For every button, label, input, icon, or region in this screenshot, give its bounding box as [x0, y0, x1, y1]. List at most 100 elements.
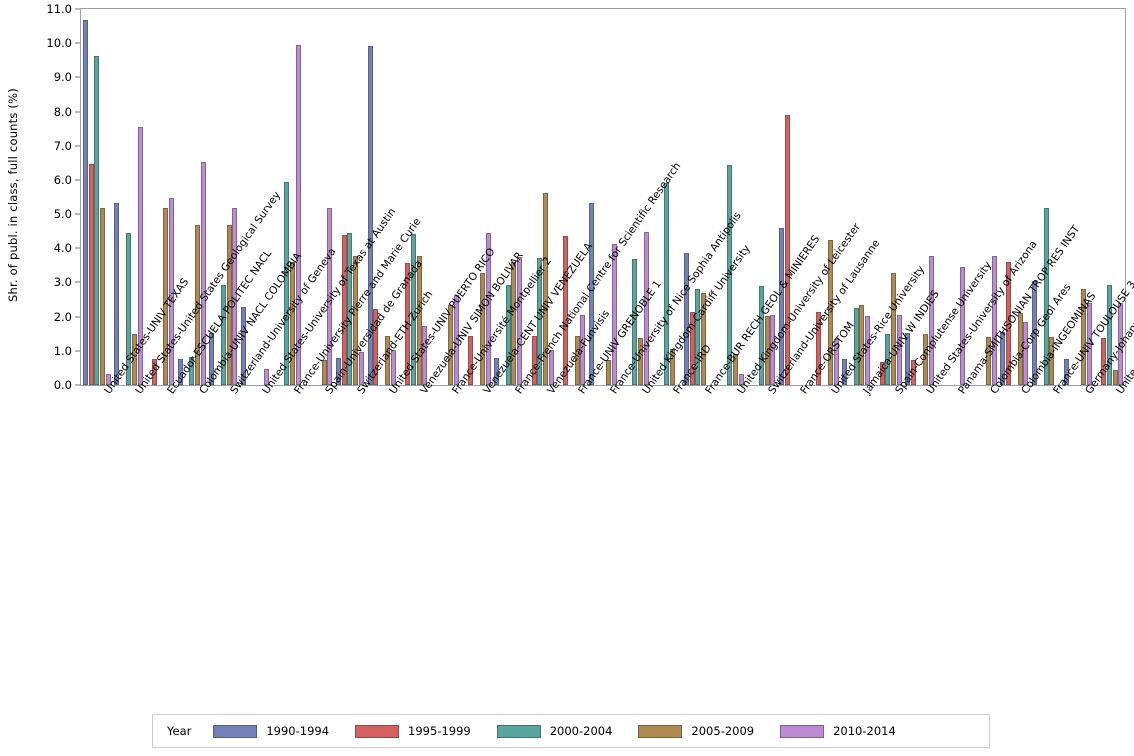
bar[interactable] [131, 334, 137, 385]
bar[interactable] [833, 339, 839, 385]
bar[interactable] [284, 182, 290, 385]
bar[interactable] [563, 235, 569, 385]
bar[interactable] [531, 336, 537, 385]
bar[interactable] [82, 19, 88, 385]
bar[interactable] [367, 45, 373, 385]
bar[interactable] [189, 357, 195, 385]
bar[interactable] [879, 361, 885, 385]
bar[interactable] [960, 266, 966, 385]
bar[interactable] [928, 255, 934, 385]
bar[interactable] [422, 326, 428, 385]
bar[interactable] [220, 284, 226, 385]
bar[interactable] [494, 358, 500, 385]
bar[interactable] [200, 162, 206, 385]
bar[interactable] [100, 208, 106, 385]
bar[interactable] [1006, 262, 1012, 385]
bar[interactable] [1063, 359, 1069, 385]
bar[interactable] [209, 333, 215, 385]
bar[interactable] [295, 44, 301, 385]
bar[interactable] [289, 261, 295, 385]
bar[interactable] [410, 233, 416, 385]
bar[interactable] [485, 232, 491, 385]
bar[interactable] [859, 304, 865, 385]
bar[interactable] [448, 305, 454, 385]
bar[interactable] [632, 258, 638, 385]
bar[interactable] [195, 224, 201, 385]
bar[interactable] [1118, 302, 1124, 385]
bar[interactable] [1017, 312, 1023, 385]
bar[interactable] [986, 337, 992, 385]
bar[interactable] [384, 336, 390, 385]
bar[interactable] [1112, 369, 1118, 385]
bar[interactable] [853, 308, 859, 385]
bar[interactable] [911, 360, 917, 385]
bar[interactable] [1031, 280, 1037, 385]
bar[interactable] [589, 202, 594, 385]
bar[interactable] [321, 360, 327, 385]
bar[interactable] [105, 373, 111, 385]
bar[interactable] [453, 295, 459, 385]
bar[interactable] [842, 359, 848, 385]
bar[interactable] [606, 360, 612, 385]
bar[interactable] [701, 293, 707, 385]
bar[interactable] [1101, 337, 1107, 385]
bar[interactable] [764, 315, 770, 385]
bar[interactable] [643, 232, 649, 385]
bar[interactable] [373, 309, 379, 385]
bar[interactable] [88, 164, 94, 385]
bar[interactable] [637, 337, 643, 385]
bar[interactable] [226, 224, 232, 385]
bar[interactable] [94, 56, 100, 385]
bar[interactable] [1043, 207, 1049, 385]
legend-item[interactable]: 2010-2014 [780, 724, 896, 738]
bar[interactable] [511, 261, 517, 385]
bar[interactable] [151, 359, 157, 385]
bar[interactable] [335, 358, 341, 385]
bar[interactable] [1106, 284, 1112, 385]
bar[interactable] [163, 207, 169, 385]
bar[interactable] [758, 285, 764, 385]
bar[interactable] [416, 255, 422, 385]
bar[interactable] [732, 354, 738, 385]
bar[interactable] [137, 126, 143, 385]
bar[interactable] [865, 315, 871, 385]
bar[interactable] [689, 311, 695, 385]
legend-item[interactable]: 2005-2009 [638, 724, 754, 738]
bar[interactable] [784, 114, 790, 385]
bar[interactable] [669, 349, 675, 385]
bar[interactable] [885, 334, 891, 385]
bar[interactable] [683, 253, 689, 385]
bar[interactable] [896, 315, 902, 385]
bar[interactable] [1080, 289, 1086, 385]
bar[interactable] [738, 374, 744, 385]
bar[interactable] [991, 255, 997, 385]
bar[interactable] [114, 202, 120, 385]
legend-item[interactable]: 1990-1994 [213, 724, 329, 738]
bar[interactable] [404, 262, 410, 385]
bar[interactable] [169, 197, 175, 385]
legend-item[interactable]: 2000-2004 [496, 724, 612, 738]
bar[interactable] [727, 164, 733, 385]
bar[interactable] [390, 350, 396, 385]
bar[interactable] [177, 359, 183, 385]
bar[interactable] [891, 272, 897, 385]
bar[interactable] [359, 351, 364, 385]
bar[interactable] [922, 334, 928, 385]
bar[interactable] [1023, 322, 1029, 385]
bar[interactable] [574, 336, 580, 385]
bar[interactable] [232, 208, 238, 385]
bar[interactable] [548, 349, 554, 385]
bar[interactable] [827, 240, 833, 385]
bar[interactable] [905, 333, 911, 385]
bar[interactable] [468, 336, 474, 385]
bar[interactable] [770, 314, 776, 385]
bar[interactable] [240, 307, 246, 385]
bar[interactable] [1000, 332, 1006, 385]
bar[interactable] [537, 257, 543, 385]
bar[interactable] [663, 183, 669, 385]
bar[interactable] [517, 257, 523, 385]
bar[interactable] [695, 288, 701, 385]
bar[interactable] [353, 256, 359, 385]
bar[interactable] [1086, 302, 1092, 385]
bar[interactable] [580, 315, 586, 385]
